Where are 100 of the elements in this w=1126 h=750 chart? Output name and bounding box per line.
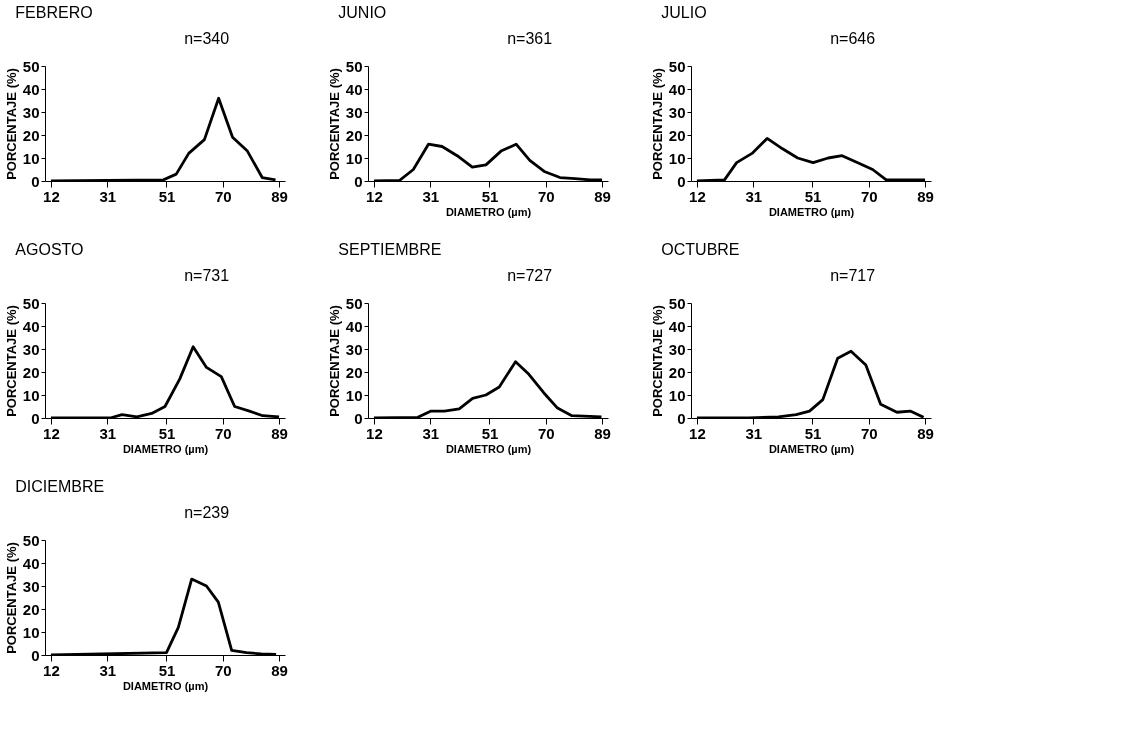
y-tick-label: 40 (668, 317, 686, 335)
y-tick-label: 20 (668, 363, 686, 381)
x-tick-label: 70 (214, 424, 232, 442)
x-tick-label: 51 (481, 187, 499, 205)
x-tick-label: 31 (745, 187, 763, 205)
x-tick-label: 89 (594, 424, 611, 442)
text: n=646 (830, 30, 876, 47)
x-tick-label: 89 (917, 424, 934, 442)
x-tick-label: 70 (860, 187, 878, 205)
x-tick-label: 70 (214, 661, 232, 679)
y-tick-label: 0 (31, 646, 40, 664)
y-tick-label: 0 (31, 172, 40, 190)
text: n=727 (507, 267, 553, 284)
y-axis-title: PORCENTAJE (%) (649, 305, 665, 417)
chart-title: SEPTIEMBRE (338, 241, 442, 258)
y-axis-title: PORCENTAJE (%) (3, 542, 19, 654)
y-tick-label: 50 (345, 294, 363, 312)
y-tick-label: 50 (668, 57, 686, 75)
y-tick-label: 30 (22, 340, 40, 358)
y-tick-label: 0 (31, 409, 40, 427)
y-tick-label: 10 (22, 386, 40, 404)
x-tick-label: 31 (99, 661, 117, 679)
x-tick-label: 51 (481, 424, 499, 442)
y-tick-label: 40 (345, 317, 363, 335)
y-tick-label: 30 (345, 103, 363, 121)
x-tick-label: 89 (594, 187, 611, 205)
x-tick-label: 31 (422, 424, 440, 442)
y-tick-label: 10 (345, 386, 363, 404)
x-tick-label: 31 (422, 187, 440, 205)
x-tick-label: 51 (804, 424, 822, 442)
x-tick-label: 12 (689, 424, 706, 442)
x-tick-label: 70 (860, 424, 878, 442)
y-axis-title: PORCENTAJE (%) (326, 305, 342, 417)
y-tick-label: 30 (22, 577, 40, 595)
x-tick-label: 70 (537, 424, 555, 442)
y-tick-label: 30 (345, 340, 363, 358)
chart-title: DICIEMBRE (15, 478, 105, 495)
x-tick-label: 89 (271, 424, 288, 442)
x-tick-label: 31 (99, 187, 117, 205)
text: n=361 (507, 30, 553, 47)
x-tick-label: 70 (537, 187, 555, 205)
y-tick-label: 20 (345, 363, 363, 381)
y-tick-label: 10 (668, 386, 686, 404)
y-tick-label: 30 (668, 103, 686, 121)
y-tick-label: 0 (677, 409, 686, 427)
y-tick-label: 10 (22, 623, 40, 641)
y-tick-label: 20 (345, 126, 363, 144)
y-tick-label: 0 (354, 172, 363, 190)
x-tick-label: 89 (271, 661, 288, 679)
y-axis-title: PORCENTAJE (%) (326, 68, 342, 180)
y-axis-title: PORCENTAJE (%) (3, 305, 19, 417)
x-tick-label: 51 (158, 661, 176, 679)
x-axis-title: DIAMETRO (µm) (768, 205, 855, 218)
x-tick-label: 51 (158, 424, 176, 442)
x-tick-label: 70 (214, 187, 232, 205)
chart-title: FEBRERO (15, 4, 93, 21)
text: n=239 (184, 504, 230, 521)
chart-title: AGOSTO (15, 241, 84, 258)
y-tick-label: 0 (677, 172, 686, 190)
y-tick-label: 20 (22, 126, 40, 144)
x-tick-label: 12 (366, 187, 383, 205)
y-tick-label: 50 (22, 57, 40, 75)
chart-title: JUNIO (338, 4, 387, 21)
text: n=717 (830, 267, 876, 284)
x-tick-label: 12 (43, 661, 60, 679)
y-tick-label: 50 (345, 57, 363, 75)
y-tick-label: 20 (22, 600, 40, 618)
x-tick-label: 51 (158, 187, 176, 205)
y-tick-label: 0 (354, 409, 363, 427)
x-tick-label: 31 (99, 424, 117, 442)
x-axis-title: DIAMETRO (µm) (445, 442, 532, 455)
x-tick-label: 89 (271, 187, 288, 205)
y-axis-title: PORCENTAJE (%) (3, 68, 19, 180)
y-tick-label: 40 (22, 554, 40, 572)
y-tick-label: 10 (668, 149, 686, 167)
x-tick-label: 31 (745, 424, 763, 442)
x-axis-title: DIAMETRO (µm) (122, 679, 209, 692)
y-tick-label: 40 (22, 80, 40, 98)
y-tick-label: 30 (22, 103, 40, 121)
x-axis-title: DIAMETRO (µm) (122, 442, 209, 455)
y-tick-label: 50 (22, 294, 40, 312)
chart-title: JULIO (661, 4, 707, 21)
x-tick-label: 89 (917, 187, 934, 205)
y-axis-title: PORCENTAJE (%) (649, 68, 665, 180)
x-tick-label: 12 (366, 424, 383, 442)
y-tick-label: 40 (668, 80, 686, 98)
y-tick-label: 40 (22, 317, 40, 335)
x-tick-label: 51 (804, 187, 822, 205)
chart-title: OCTUBRE (661, 241, 740, 258)
y-tick-label: 50 (22, 531, 40, 549)
y-tick-label: 30 (668, 340, 686, 358)
y-tick-label: 10 (22, 149, 40, 167)
x-tick-label: 12 (43, 187, 60, 205)
x-tick-label: 12 (43, 424, 60, 442)
x-tick-label: 12 (689, 187, 706, 205)
y-tick-label: 40 (345, 80, 363, 98)
x-axis-title: DIAMETRO (µm) (445, 205, 532, 218)
y-tick-label: 20 (668, 126, 686, 144)
y-tick-label: 50 (668, 294, 686, 312)
x-axis-title: DIAMETRO (µm) (768, 442, 855, 455)
